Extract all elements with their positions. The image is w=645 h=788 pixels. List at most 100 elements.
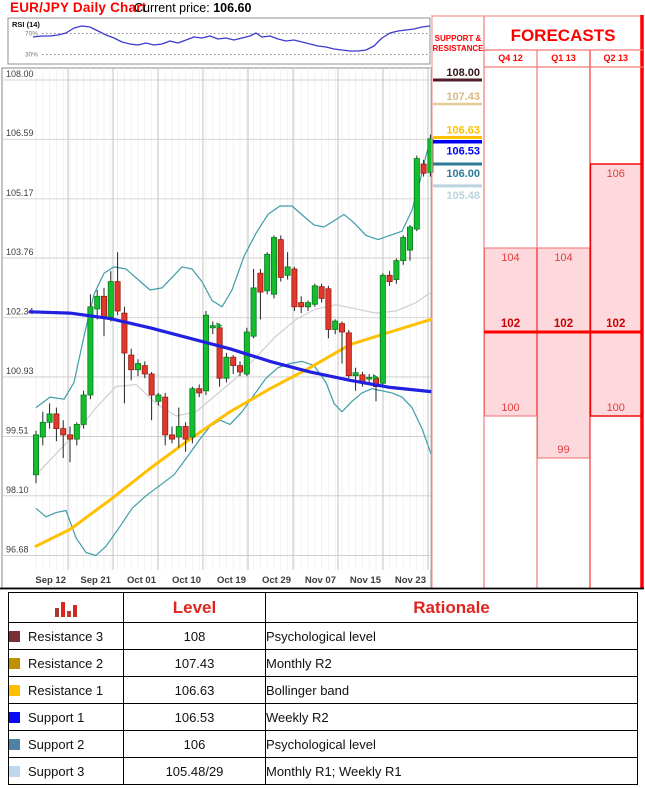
level-name: Resistance 1 [28, 682, 104, 698]
level-swatch [9, 711, 20, 723]
forecasts-panel: FORECASTS Q4 12 104 100 102 Q1 13 104 99 102 Q2 1… [483, 15, 644, 588]
x-axis-label: Nov 07 [305, 575, 336, 586]
candles-group [33, 134, 434, 484]
level-swatch [9, 738, 20, 750]
rsi-panel-frame [7, 17, 431, 65]
table-row: Support 3 105.48/29 Monthly R1; Weekly R… [8, 757, 638, 785]
forecast-mid-value: 102 [554, 318, 573, 330]
level-swatch [9, 765, 20, 777]
level-column-header: Level [123, 592, 266, 623]
y-axis-label: 96.68 [6, 544, 29, 554]
level-name: Support 3 [28, 763, 85, 779]
page-title: EUR/JPY Daily Chart [10, 0, 147, 15]
forecast-mid-value: 102 [606, 318, 625, 330]
current-price: Current price: 106.60 [134, 1, 251, 15]
price-chart-canvas: RSI (14) 70% 30% Sep 12 Sep 21 Oct 01 Oct 10 Oc… [0, 15, 644, 590]
level-name: Support 1 [28, 709, 85, 725]
level-name: Resistance 3 [28, 628, 104, 644]
x-axis-label: Oct 19 [217, 575, 246, 586]
sr-level-label: 106.63 [446, 125, 480, 137]
y-axis-label: 105.17 [6, 188, 34, 198]
x-axis-label: Nov 23 [395, 575, 426, 586]
sr-level-label: 105.48 [446, 190, 480, 202]
forecast-quarter-header: Q2 13 [603, 53, 628, 63]
y-axis-label: 99.51 [6, 426, 29, 436]
level-rationale: Psychological level [265, 622, 638, 650]
doji-arrow-marker [372, 373, 379, 381]
table-row: Resistance 3 108 Psychological level [8, 622, 638, 650]
bar-chart-icon [10, 599, 123, 617]
level-name: Resistance 2 [28, 655, 104, 671]
forecast-low-value: 99 [557, 444, 569, 456]
x-axis-label: Oct 29 [262, 575, 291, 586]
table-row: Resistance 1 106.63 Bollinger band [8, 676, 638, 704]
forecasts-title: FORECASTS [511, 26, 616, 45]
y-axis-label: 98.10 [6, 485, 29, 495]
sr-panel-title: SUPPORT & [435, 34, 482, 43]
sr-level-label: 106.53 [446, 146, 480, 158]
forecast-mid-value: 102 [501, 318, 520, 330]
current-price-value: 106.60 [213, 1, 252, 15]
forecast-quarter-header: Q1 13 [551, 53, 576, 63]
level-rationale: Psychological level [265, 730, 638, 758]
y-axis-label: 103.76 [6, 247, 34, 257]
y-axis-label: 100.93 [6, 366, 34, 376]
forecast-low-value: 100 [501, 402, 519, 414]
doji-arrow-marker [216, 322, 223, 330]
level-rationale: Monthly R1; Weekly R1 [265, 757, 638, 785]
support-resistance-panel: SUPPORT &RESISTANCE 108.00 107.43 106.63 106… [431, 15, 643, 588]
forecast-range-box [589, 163, 642, 417]
x-axis-label: Oct 01 [127, 575, 157, 586]
x-axis-label: Oct 10 [172, 575, 201, 586]
bollinger-upper-line [35, 138, 432, 409]
y-axis-label: 106.59 [6, 128, 34, 138]
rsi-threshold-label: 70% [25, 31, 38, 38]
x-axis-label: Nov 15 [350, 575, 382, 586]
forecast-high-value: 104 [554, 252, 572, 264]
table-row: Resistance 2 107.43 Monthly R2 [8, 649, 638, 677]
level-value: 106.53 [123, 703, 266, 731]
table-header-icon-cell [8, 592, 124, 623]
level-value: 105.48/29 [123, 757, 266, 785]
table-row: Support 1 106.53 Weekly R2 [8, 703, 638, 731]
sr-panel-title: RESISTANCE [433, 44, 485, 53]
table-row: Support 2 106 Psychological level [8, 730, 638, 758]
chart-frame [1, 67, 432, 589]
level-swatch [9, 684, 20, 696]
x-axis-label: Sep 21 [80, 575, 111, 586]
levels-table: Level Rationale Resistance 3 108 Psychol… [8, 592, 638, 785]
sr-level-label: 108.00 [446, 67, 480, 79]
y-axis-label: 108.00 [6, 69, 34, 79]
bollinger-lower-line [35, 360, 432, 557]
current-price-label: Current price: [134, 1, 210, 15]
forecast-low-value: 100 [607, 402, 625, 414]
forecast-high-value: 106 [607, 168, 625, 180]
forecast-high-value: 104 [501, 252, 519, 264]
forecast-range-box [537, 247, 590, 459]
level-rationale: Bollinger band [265, 676, 638, 704]
level-value: 106.63 [123, 676, 266, 704]
level-value: 108 [123, 622, 266, 650]
level-value: 107.43 [123, 649, 266, 677]
rsi-line [32, 25, 431, 52]
level-rationale: Weekly R2 [265, 703, 638, 731]
level-name: Support 2 [28, 736, 85, 752]
sr-level-label: 106.00 [446, 168, 480, 180]
rsi-panel: RSI (14) 70% 30% [7, 17, 431, 65]
moving-average-slow-line [28, 310, 433, 394]
rsi-threshold-label: 30% [25, 52, 38, 59]
level-swatch [9, 657, 20, 669]
x-axis-label: Sep 12 [35, 575, 66, 586]
table-header-row: Level Rationale [8, 592, 638, 623]
chart-grid [2, 68, 431, 570]
rationale-column-header: Rationale [265, 592, 638, 623]
bollinger-mid-line [35, 291, 432, 476]
y-axis-label: 102.34 [6, 307, 34, 317]
level-value: 106 [123, 730, 266, 758]
moving-average-fast-line [34, 317, 433, 548]
candlestick-chart: Sep 12 Sep 21 Oct 01 Oct 10 Oct 19 Oct 29 Nov … [1, 67, 434, 589]
level-rationale: Monthly R2 [265, 649, 638, 677]
sr-level-label: 107.43 [446, 91, 480, 103]
level-swatch [9, 630, 20, 642]
